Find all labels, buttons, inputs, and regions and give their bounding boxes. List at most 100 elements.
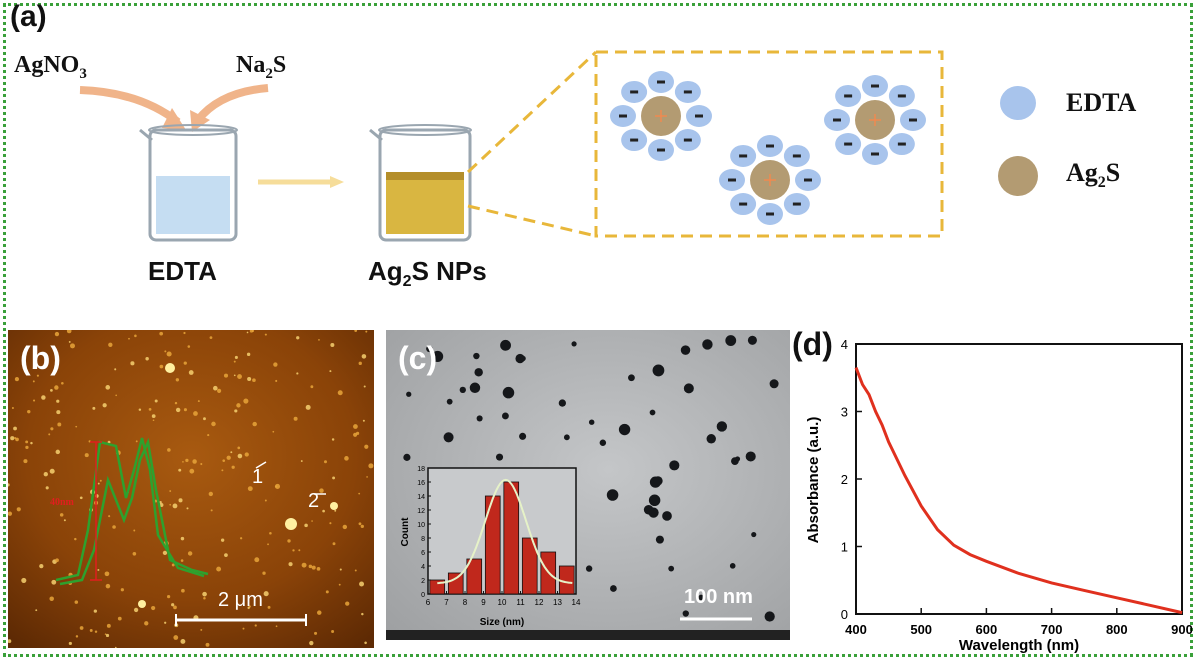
afm-particle [56,399,60,403]
afm-particle [207,433,210,437]
afm-particle [233,374,236,377]
afm-particle [94,630,98,633]
arrow-left [79,86,181,126]
inset-x-tick-label: 9 [481,598,486,607]
tem-particle [443,432,454,443]
afm-particle [237,453,243,459]
nanoparticle-cluster [719,135,821,225]
afm-particle [8,511,13,516]
abs-y-tick-label: 3 [841,405,848,420]
afm-particle [366,476,368,478]
negative-charge-icon [630,90,639,94]
afm-particle [246,331,249,334]
tem-particle [649,409,656,416]
afm-particle [360,524,364,529]
legend-ag2s-icon [998,156,1038,196]
afm-particle [75,425,78,428]
histogram-bar [503,481,520,595]
afm-particle [162,550,168,556]
afm-particle [237,374,242,379]
tem-particle [680,345,691,355]
afm-particle [353,432,358,437]
size-histogram-inset: 6 7 8 9 10 11 12 13 14 0 2 4 6 8 10 12 14 16 18 Size (nm)… [400,466,581,628]
abs-x-tick-label: 500 [910,622,932,637]
afm-particle [247,376,252,382]
inset-y-tick-label: 6 [421,550,425,557]
tem-particle [751,531,757,538]
negative-charge-icon [630,138,639,142]
afm-particle [368,463,374,469]
tem-particle [725,335,737,346]
afm-particle [186,507,189,510]
histogram-bar [521,537,538,595]
afm-particle [172,503,178,509]
afm-particle [213,385,218,391]
abs-y-tick-label: 2 [841,472,848,487]
afm-particle [167,595,171,599]
afm-particle [102,403,107,408]
afm-particle [74,537,77,541]
afm-particle [173,635,179,640]
panel-a-label: (a) [10,0,47,33]
tem-particle [588,419,595,425]
inset-x-tick-label: 14 [572,598,581,607]
negative-charge-icon [683,138,692,142]
afm-particle [183,361,187,365]
afm-particle [231,465,235,469]
tem-particle [476,415,483,422]
tem-scale-label: 100 nm [684,586,753,608]
negative-charge-icon [657,148,665,152]
afm-particle [75,635,79,638]
legend-edta-label: EDTA [1066,88,1137,117]
afm-particle [169,490,172,492]
afm-particle [171,603,175,607]
afm-particle [175,407,181,413]
afm-particle [154,399,158,403]
panel-a-scheme [79,50,1038,242]
afm-particle [167,448,171,452]
tem-particle [729,563,736,569]
afm-particle [51,579,57,585]
afm-particle [221,469,224,472]
afm-particle [183,408,187,412]
afm-particle [106,623,111,628]
inset-x-tick-label: 7 [444,598,449,607]
afm-particle [193,411,198,416]
tem-particle [731,457,739,465]
afm-particle [359,581,365,587]
histogram-bar [447,572,464,595]
afm-particle [273,362,278,367]
inset-y-tick-label: 16 [417,480,425,487]
afm-particle [152,419,155,422]
afm-particle [178,468,182,472]
tem-particle [571,341,577,347]
afm-particle [108,342,113,347]
afm-particle [120,588,124,592]
afm-particle [233,360,236,363]
afm-particle [298,549,301,552]
afm-particle [331,438,335,441]
negative-charge-icon [739,154,748,158]
afm-particle [262,571,266,575]
afm-particle [246,352,251,357]
tem-particle [648,494,661,507]
afm-particle [188,370,194,375]
afm-particle [128,337,130,340]
afm-particle [301,562,307,568]
tem-particle [501,412,509,420]
afm-particle [203,417,206,421]
reagent-na2s: Na2S [236,52,287,82]
afm-particle [272,430,275,433]
afm-particle [293,416,298,421]
beaker1-label: EDTA [148,256,217,286]
afm-particle [309,640,314,646]
tem-particle [502,386,515,399]
afm-particle [32,380,35,383]
afm-particle [344,456,349,461]
tem-particle [745,451,756,462]
negative-charge-icon [683,90,692,94]
afm-height-label: 40nm [50,497,74,508]
negative-charge-icon [792,202,801,206]
afm-particle [267,543,269,546]
beaker-ag2s [369,124,472,242]
